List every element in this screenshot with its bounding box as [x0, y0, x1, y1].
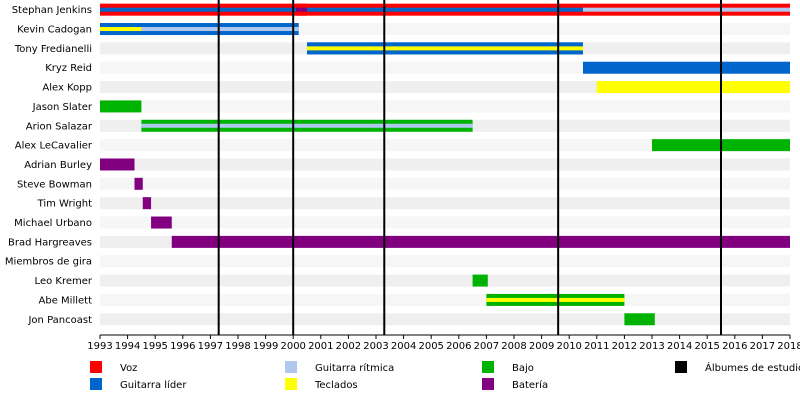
- row-background: [100, 293, 790, 306]
- member-label: Abe Millett: [39, 295, 93, 306]
- member-label: Jason Slater: [32, 102, 93, 113]
- member-bar-stripe: [307, 46, 583, 51]
- member-bar-stripe: [100, 27, 299, 32]
- x-tick-label: 2012: [612, 341, 637, 352]
- x-tick-label: 1998: [225, 341, 250, 352]
- row-background: [100, 158, 790, 171]
- member-bar-stripe: [295, 7, 307, 12]
- member-bar: [151, 216, 172, 229]
- member-bar: [624, 313, 655, 326]
- x-tick-label: 1996: [170, 341, 195, 352]
- legend-label: Álbumes de estudio: [705, 361, 800, 374]
- member-bar-stripe: [100, 7, 583, 12]
- legend-swatch: [482, 378, 494, 390]
- x-tick-label: 1994: [115, 341, 140, 352]
- member-label: Jon Pancoast: [27, 315, 92, 326]
- member-bar: [171, 235, 790, 248]
- row-background: [100, 274, 790, 287]
- legend-label: Teclados: [314, 380, 358, 391]
- legend-label: Batería: [512, 379, 548, 391]
- row-background: [100, 255, 790, 268]
- x-tick-label: 2004: [391, 341, 416, 352]
- member-bar: [596, 81, 790, 94]
- row-background: [100, 216, 790, 229]
- member-bar: [134, 177, 143, 190]
- x-tick-label: 2008: [501, 341, 526, 352]
- x-tick-label: 1995: [142, 341, 167, 352]
- member-label: Steve Bowman: [17, 179, 92, 190]
- member-bar-stripe: [486, 297, 625, 302]
- x-tick-label: 2007: [474, 341, 499, 352]
- x-tick-label: 2017: [750, 341, 775, 352]
- member-label: Kryz Reid: [45, 63, 92, 74]
- member-label: Leo Kremer: [35, 276, 93, 287]
- row-background: [100, 139, 790, 152]
- member-bar: [472, 274, 488, 287]
- member-bar: [100, 158, 135, 171]
- legend-label: Guitarra rítmica: [315, 362, 394, 374]
- x-tick-label: 2013: [639, 341, 664, 352]
- x-tick-label: 1993: [87, 341, 112, 352]
- x-tick-label: 2010: [556, 341, 581, 352]
- legend-swatch: [90, 378, 102, 390]
- member-bar-stripe: [141, 123, 473, 128]
- member-label: Kevin Cadogan: [17, 25, 92, 36]
- x-tick-label: 2003: [363, 341, 388, 352]
- legend-swatch: [482, 361, 494, 373]
- member-bar-stripe: [100, 27, 142, 32]
- x-tick-label: 2005: [418, 341, 443, 352]
- x-tick-label: 2016: [722, 341, 747, 352]
- x-tick-label: 2018: [777, 341, 800, 352]
- legend-swatch: [285, 361, 297, 373]
- member-bar-stripe: [583, 7, 790, 12]
- member-label: Adrian Burley: [24, 160, 92, 171]
- row-background: [100, 177, 790, 190]
- x-tick-label: 2002: [336, 341, 361, 352]
- legend-swatch: [90, 361, 102, 373]
- member-label: Miembros de gira: [5, 257, 92, 268]
- legend-label: Voz: [120, 363, 137, 374]
- x-tick-label: 1997: [198, 341, 223, 352]
- member-bar: [142, 197, 152, 210]
- x-tick-label: 2015: [694, 341, 719, 352]
- member-bar: [100, 100, 142, 113]
- legend-label: Bajo: [512, 363, 534, 374]
- x-tick-label: 2009: [529, 341, 554, 352]
- x-tick-label: 2011: [584, 341, 609, 352]
- legend-label: Guitarra líder: [120, 379, 187, 391]
- member-label: Tim Wright: [37, 199, 93, 210]
- x-tick-label: 1999: [253, 341, 278, 352]
- member-label: Stephan Jenkins: [12, 5, 92, 16]
- x-tick-label: 2001: [308, 341, 333, 352]
- member-label: Michael Urbano: [14, 218, 92, 229]
- x-tick-label: 2014: [667, 341, 692, 352]
- legend-swatch: [285, 378, 297, 390]
- row-background: [100, 313, 790, 326]
- member-label: Tony Fredianelli: [14, 44, 92, 55]
- member-label: Arion Salazar: [26, 121, 93, 132]
- x-tick-label: 2000: [280, 341, 305, 352]
- row-background: [100, 100, 790, 113]
- legend-swatch: [675, 361, 687, 373]
- member-label: Alex Kopp: [42, 83, 92, 94]
- row-background: [100, 197, 790, 210]
- member-label: Brad Hargreaves: [8, 237, 92, 248]
- member-label: Alex LeCavalier: [15, 141, 93, 152]
- member-bar: [583, 61, 790, 74]
- x-tick-label: 2006: [446, 341, 471, 352]
